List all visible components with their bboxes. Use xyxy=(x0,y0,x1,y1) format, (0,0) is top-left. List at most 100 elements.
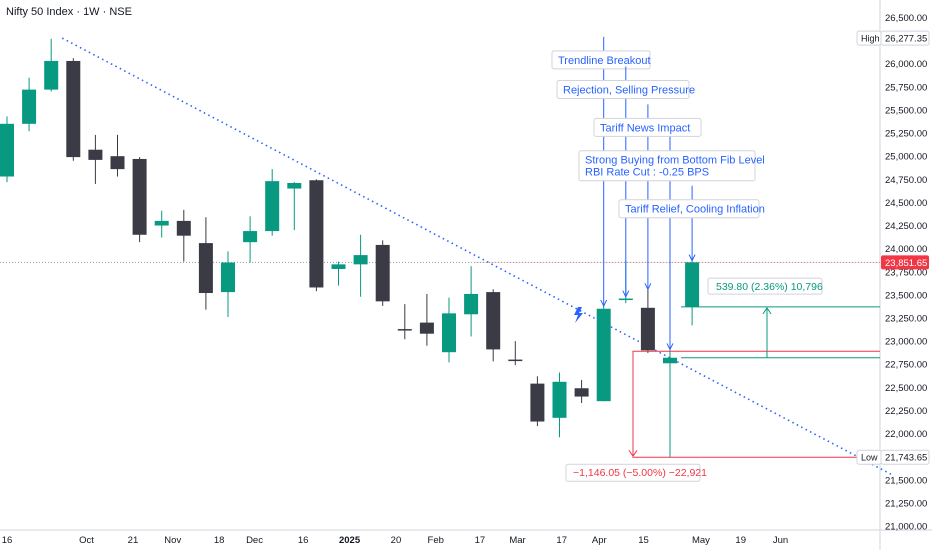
x-tick-label: 17 xyxy=(475,535,486,546)
drawdown-arrow-head xyxy=(628,449,638,458)
annotation-box xyxy=(618,199,760,219)
rise-arrow-head xyxy=(762,306,772,315)
x-tick-label: 16 xyxy=(2,535,13,546)
separator: · xyxy=(76,6,84,18)
candle xyxy=(309,179,324,292)
candle-body xyxy=(176,220,191,236)
candle xyxy=(154,210,169,238)
candle-body xyxy=(331,264,346,269)
candle-body xyxy=(353,255,368,265)
candle-body xyxy=(265,181,280,232)
candle xyxy=(287,182,302,231)
candle xyxy=(176,209,191,262)
price-marker-box xyxy=(881,255,929,270)
candle-body xyxy=(685,262,700,307)
price-marker-value: 26,277.35 xyxy=(885,34,927,45)
x-tick-label: Feb xyxy=(428,535,444,546)
annotation-text: Tariff News Impact xyxy=(600,122,690,134)
candle xyxy=(552,372,567,438)
candle-body xyxy=(110,156,125,170)
candle-body xyxy=(442,313,456,353)
candle-body xyxy=(221,262,235,293)
annotation-arrow xyxy=(600,299,608,308)
annotation-arrow xyxy=(666,343,674,351)
candle-body xyxy=(287,182,302,189)
candle-body xyxy=(397,329,412,331)
candle xyxy=(685,260,700,326)
annotation-callout: Trendline Breakout xyxy=(551,36,651,308)
x-tick-label: Jun xyxy=(773,535,788,546)
candle-body xyxy=(66,60,81,158)
x-tick-label: Apr xyxy=(592,535,607,546)
x-tick-label: 15 xyxy=(638,535,649,546)
annotation-callout: Tariff News Impact xyxy=(593,104,702,291)
candle xyxy=(442,297,456,363)
candle xyxy=(198,217,213,310)
x-tick-label: 2025 xyxy=(339,535,361,546)
annotation-text: Trendline Breakout xyxy=(558,55,651,67)
annotation-box xyxy=(556,79,690,99)
y-tick-label: 22,750.00 xyxy=(885,360,927,371)
exchange-label: NSE xyxy=(109,6,132,18)
candle xyxy=(530,376,545,427)
candle-body xyxy=(44,60,59,90)
x-tick-label: 18 xyxy=(214,535,225,546)
candle-body xyxy=(243,231,258,243)
x-tick-label: 16 xyxy=(298,535,309,546)
candle-body xyxy=(309,180,324,288)
annotation-box xyxy=(578,150,756,182)
candle xyxy=(243,216,258,263)
candle xyxy=(110,134,125,177)
lightning-icon xyxy=(574,307,583,323)
candle-body xyxy=(22,89,37,124)
rise-label: 539.80 (2.36%) 10,796 xyxy=(716,281,823,293)
price-marker-label: High xyxy=(861,34,880,44)
y-tick-label: 26,000.00 xyxy=(885,59,927,70)
candle-body xyxy=(663,357,677,364)
rise-label-box xyxy=(707,277,823,295)
y-tick-label: 21,250.00 xyxy=(885,498,927,509)
candle xyxy=(22,77,37,132)
y-tick-label: 25,250.00 xyxy=(885,129,927,140)
candle-body xyxy=(132,158,147,235)
annotation-text: Tariff Relief, Cooling Inflation xyxy=(625,204,765,216)
candle-body xyxy=(530,383,545,422)
dotted-trendline xyxy=(61,37,892,475)
candle xyxy=(419,293,434,346)
y-tick-label: 25,000.00 xyxy=(885,152,927,163)
y-tick-label: 23,250.00 xyxy=(885,313,927,324)
drawdown-label-box xyxy=(565,463,701,482)
y-tick-label: 23,500.00 xyxy=(885,290,927,301)
x-tick-label: 20 xyxy=(391,535,402,546)
annotation-arrow xyxy=(688,254,696,262)
y-tick-label: 24,500.00 xyxy=(885,198,927,209)
candle-body xyxy=(88,149,103,160)
candle xyxy=(221,251,235,318)
price-marker-value: 23,851.65 xyxy=(885,258,927,269)
x-tick-label: May xyxy=(692,535,710,546)
annotation-callout: Tariff Relief, Cooling Inflation xyxy=(618,185,765,262)
candle xyxy=(353,234,368,297)
annotation-text: Strong Buying from Bottom Fib Level xyxy=(585,155,765,167)
annotation-arrow xyxy=(644,283,652,291)
y-tick-label: 24,000.00 xyxy=(885,244,927,255)
y-tick-label: 26,500.00 xyxy=(885,13,927,24)
y-tick-label: 24,750.00 xyxy=(885,175,927,186)
price-marker-box xyxy=(880,30,930,46)
candle-body xyxy=(596,308,611,402)
candle xyxy=(331,261,346,286)
candle xyxy=(44,38,59,92)
annotation-arrow xyxy=(622,290,630,298)
symbol-name: Nifty 50 Index xyxy=(6,6,74,18)
x-tick-label: 17 xyxy=(556,535,567,546)
candle xyxy=(397,304,412,340)
chart-header: Nifty 50 Index · 1W · NSE xyxy=(6,6,132,18)
interval-label[interactable]: 1W xyxy=(83,6,100,18)
annotation-box xyxy=(593,117,702,137)
candle xyxy=(596,304,611,402)
y-tick-label: 23,000.00 xyxy=(885,337,927,348)
candle xyxy=(464,266,479,337)
